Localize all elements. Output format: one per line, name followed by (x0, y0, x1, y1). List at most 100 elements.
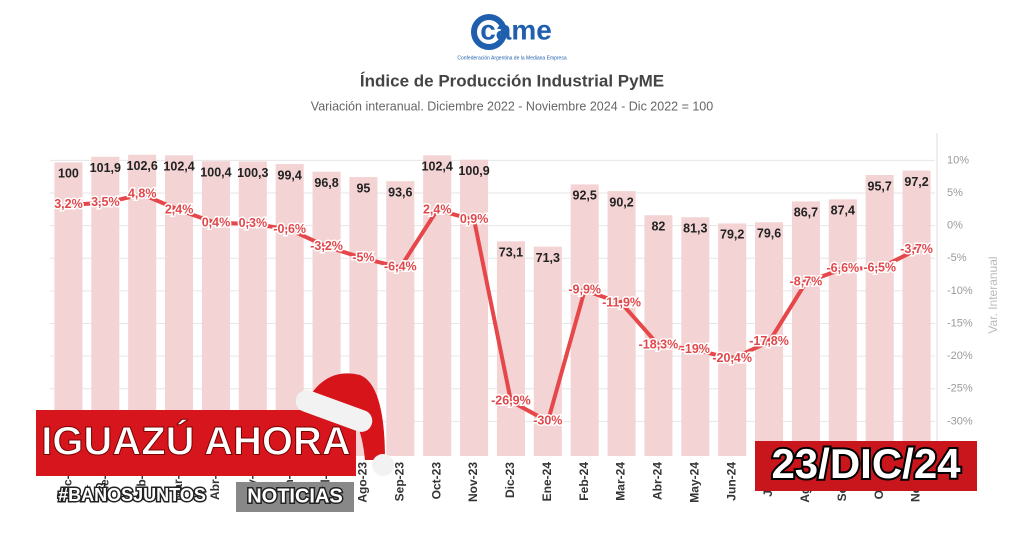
line-value-label: 3,5% (91, 195, 120, 209)
bar-value-label: 90,2 (609, 195, 633, 209)
bar-value-label: 95,7 (868, 179, 892, 193)
bar (681, 217, 710, 456)
y2-tick-label: 10% (947, 154, 969, 166)
bar-value-label: 96,8 (314, 176, 338, 190)
bar-value-label: 73,1 (499, 246, 523, 260)
plot: 10%5%0%-5%-10%-15%-20%-25%-30%Dic-22 Ene-… (50, 133, 973, 503)
line-marker (581, 286, 589, 294)
chart-subtitle: Variación interanual. Diciembre 2022 - N… (311, 99, 713, 113)
line-marker (433, 206, 441, 214)
line-marker (654, 341, 662, 349)
line-value-label: 4,8% (128, 187, 157, 201)
line-marker (507, 397, 515, 405)
section-text: NOTICIAS (247, 485, 343, 507)
line-marker (618, 299, 626, 307)
hashtag: #BAÑOSJUNTOS (58, 484, 206, 505)
bar-value-label: 71,3 (536, 251, 560, 265)
bar (386, 181, 415, 456)
bar (865, 174, 894, 457)
line-value-label: -8,7% (790, 275, 823, 289)
overlay: IGUAZÚ AHORA #BAÑOSJUNTOS NOTICIAS 23/DI… (36, 373, 977, 512)
line-marker (839, 265, 847, 273)
bar (128, 154, 157, 456)
x-tick-label: Jun-24 (724, 462, 738, 501)
bar-value-label: 102,4 (163, 160, 194, 174)
y2-tick-label: -10% (947, 285, 973, 297)
bar (828, 199, 857, 456)
x-tick-label: Oct-23 (429, 462, 443, 500)
line-value-label: -11,9% (602, 296, 641, 310)
bar-value-label: 101,9 (90, 161, 121, 175)
bar (902, 170, 931, 456)
line-marker (544, 417, 552, 425)
line-value-label: -6,6% (826, 261, 859, 275)
date-box (755, 441, 977, 491)
logo-text: came (480, 14, 552, 45)
y2-tick-label: -25% (947, 383, 973, 395)
bar-value-label: 100,4 (200, 165, 231, 179)
bar-value-label: 102,4 (422, 160, 453, 174)
line-marker (175, 206, 183, 214)
x-tick-label: Dic-23 (503, 462, 517, 498)
x-tick-label: Nov-23 (466, 462, 480, 502)
line-value-label: -17,8% (749, 334, 789, 348)
line-marker (101, 199, 109, 207)
labels: 100 101,9 102,6 102,4 100,4 100,3 99,4 96,8 95 93… (53, 159, 935, 429)
line (68, 192, 918, 424)
bar (607, 191, 636, 456)
chart-title: Índice de Producción Industrial PyME (360, 71, 664, 90)
line-value-label: -6,5% (863, 260, 896, 274)
line-marker (802, 278, 810, 286)
x-tick-label: Abr-24 (651, 462, 665, 500)
bar-value-label: 99,4 (278, 168, 302, 182)
logo-ring (471, 14, 507, 50)
line-marker (64, 201, 72, 209)
line-value-label: -26,9% (491, 393, 531, 407)
x-tick-label: Ago-23 (356, 462, 370, 503)
x-tick-label: Ene-24 (540, 462, 554, 502)
line-marker (286, 226, 294, 234)
line-marker (691, 346, 699, 354)
logo-caption: Confederación Argentina de la Mediana Em… (457, 55, 566, 61)
bar-value-label: 87,4 (831, 204, 855, 218)
line-marker (249, 220, 257, 228)
line-value-label: 3,2% (54, 197, 83, 211)
line-value-label: -3,2% (310, 239, 343, 253)
line-marker (876, 264, 884, 272)
line-marker (728, 355, 736, 363)
line-marker (765, 338, 773, 346)
bar-value-label: 81,3 (683, 222, 707, 236)
y2-tick-label: 5% (947, 187, 963, 199)
x-tick-label: May-24 (687, 462, 701, 503)
line-value-label: -3,7% (900, 242, 933, 256)
line-value-label: 2,4% (165, 202, 194, 216)
line-value-label: -20,4% (712, 351, 752, 365)
bar (423, 155, 452, 457)
y2-tick-label: -15% (947, 317, 973, 329)
line-value-label: -0,6% (273, 222, 306, 236)
y2-tick-label: -30% (947, 415, 973, 427)
bar (718, 223, 747, 456)
bar-value-label: 79,6 (757, 227, 781, 241)
bar-value-label: 100,9 (458, 164, 489, 178)
date-text: 23/DIC/24 (771, 440, 961, 487)
logo: came Confederación Argentina de la Media… (457, 14, 567, 61)
line-value-label: 2,4% (423, 202, 452, 216)
bar (54, 162, 83, 456)
brand-box (36, 410, 356, 476)
line-value-label: -9,9% (568, 283, 601, 297)
line-value-label: -19% (681, 342, 710, 356)
y2-tick-label: -5% (947, 252, 967, 264)
x-tick-label: Sep-23 (392, 462, 406, 502)
bar-value-label: 93,6 (388, 185, 412, 199)
line-layer (64, 190, 921, 425)
line-value-label: -30% (533, 414, 562, 428)
line-value-label: -5% (352, 251, 374, 265)
bar-value-label: 86,7 (794, 206, 818, 220)
bar-value-label: 79,2 (720, 228, 744, 242)
y2-tick-label: 0% (947, 220, 963, 232)
line-marker (396, 263, 404, 271)
bar (791, 201, 820, 456)
bar-value-label: 102,6 (127, 159, 158, 173)
bar (238, 161, 267, 456)
